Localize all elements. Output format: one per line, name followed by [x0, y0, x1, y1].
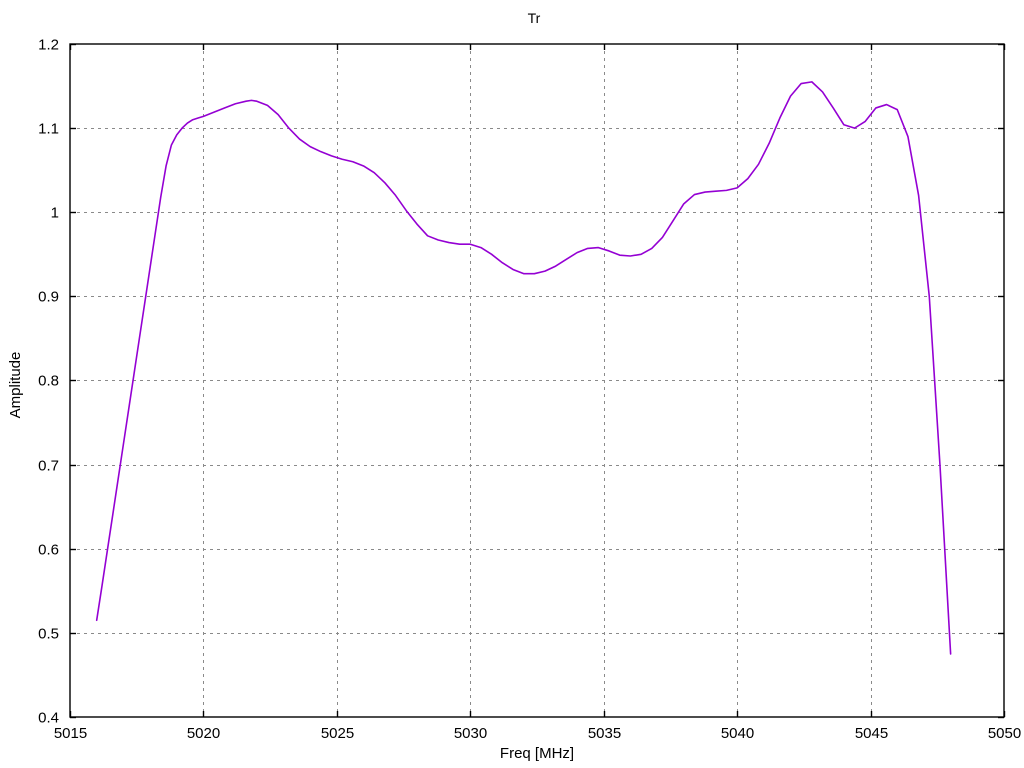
y-tick-label: 0.5 — [38, 626, 59, 643]
x-tick-label: 5025 — [321, 725, 354, 742]
x-tick-label: 5035 — [588, 725, 621, 742]
y-tick-label: 1.1 — [38, 121, 59, 138]
y-tick-label: 0.8 — [38, 373, 59, 390]
data-series-layer — [95, 81, 952, 655]
y-tick-label: 0.9 — [38, 289, 59, 306]
y-axis-tick-labels: 0.4 0.5 0.6 0.7 0.8 0.9 1 1.1 1.2 — [38, 37, 59, 727]
x-tick-label: 5045 — [855, 725, 888, 742]
x-tick-label: 5020 — [187, 725, 220, 742]
x-tick-label: 5015 — [54, 725, 87, 742]
y-tick-label: 0.6 — [38, 542, 59, 559]
grid-lines — [70, 44, 1004, 717]
y-tick-label: 0.7 — [38, 458, 59, 475]
x-axis-title: Freq [MHz] — [500, 745, 574, 762]
y-tick-label: 1 — [51, 205, 59, 222]
y-tick-label: 0.4 — [38, 710, 59, 727]
x-tick-label: 5050 — [988, 725, 1021, 742]
x-tick-label: 5030 — [454, 725, 487, 742]
data-series-line — [95, 81, 952, 655]
y-axis-title: Amplitude — [7, 352, 24, 419]
y-tick-label: 1.2 — [38, 37, 59, 54]
x-tick-label: 5040 — [721, 725, 754, 742]
plot-border — [69, 43, 1005, 718]
chart-title: Tr — [528, 10, 541, 26]
x-axis-tick-labels: 5015 5020 5025 5030 5035 5040 5045 5050 — [54, 725, 1021, 742]
